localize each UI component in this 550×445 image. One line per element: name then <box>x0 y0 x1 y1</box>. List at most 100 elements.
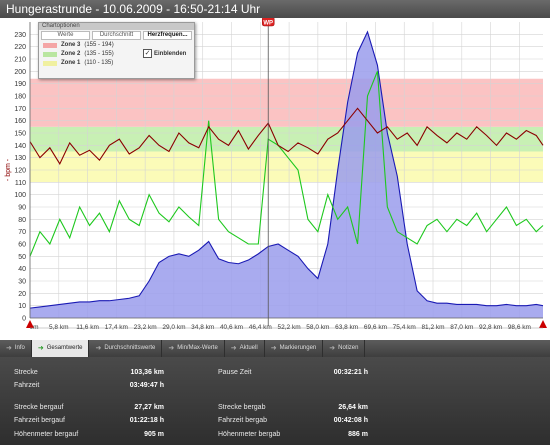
x-tick-label: 23,2 km <box>134 324 157 331</box>
stat-strecke-bergauf-value: 27,27 km <box>134 404 164 411</box>
y-tick-label: 150 <box>14 131 26 138</box>
stat-fahrzeit-label: Fahrzeit <box>14 382 40 389</box>
zone-2-range: (135 - 155) <box>84 51 114 57</box>
stat-pause-label: Pause Zeit <box>218 369 252 376</box>
heart-rate-chart[interactable]: 0 10 20 30 40 50 60 70 80 90 100 110 120 130 140 150 160… <box>0 18 550 340</box>
stat-fahrzeit: Fahrzeit 03:49:47 h <box>14 381 164 391</box>
x-tick-label: 29,0 km <box>162 324 185 331</box>
options-tab-herzfrequenz[interactable]: Herzfrequen... <box>143 31 192 40</box>
einblenden-toggle[interactable]: ✓ Einblenden <box>143 49 186 58</box>
zone-1-entry: Zone 1 (110 - 135) <box>43 59 114 68</box>
stat-strecke-bergauf: Strecke bergauf 27,27 km <box>14 403 164 413</box>
y-tick-label: 170 <box>14 106 26 113</box>
tab-aktuell-label: Aktuell <box>239 345 258 351</box>
y-tick-label: 190 <box>14 81 26 88</box>
arrow-icon: ➜ <box>270 345 277 352</box>
y-tick-label: 200 <box>14 69 26 76</box>
options-tabs: Werte Durchschnitt Herzfrequen... <box>39 30 194 41</box>
options-tab-werte[interactable]: Werte <box>41 31 90 40</box>
y-tick-label: 60 <box>18 242 26 249</box>
y-tick-label: 230 <box>14 32 26 39</box>
x-tick-label: 11,6 km <box>76 324 99 331</box>
zone-3-range: (155 - 194) <box>84 42 114 48</box>
tab-info-label: Info <box>14 345 25 351</box>
y-tick-label: 80 <box>18 217 26 224</box>
zone-3-entry: Zone 3 (155 - 194) <box>43 41 114 50</box>
tab-durchschnittswerte-label: Durchschnittswerte <box>104 345 156 351</box>
stat-strecke-bergab-value: 26,64 km <box>338 404 368 411</box>
waypoint-label: WP <box>263 21 273 27</box>
stat-fahrzeit-bergab: Fahrzeit bergab 00:42:08 h <box>218 416 368 426</box>
zone-band-1 <box>30 151 543 183</box>
y-axis-label: - bpm - <box>5 158 12 181</box>
y-tick-label: 10 <box>18 303 26 310</box>
einblenden-checkbox[interactable]: ✓ <box>143 49 152 58</box>
tab-min-max-werte[interactable]: ➜ Min/Max-Werte <box>162 340 225 357</box>
range-start-handle <box>26 320 34 328</box>
x-tick-label: 34,8 km <box>191 324 214 331</box>
stat-hoehenmeter-bergauf-value: 905 m <box>144 431 164 438</box>
y-tick-label: 0 <box>22 316 26 323</box>
tab-durchschnittswerte[interactable]: ➜ Durchschnittswerte <box>89 340 163 357</box>
zone-1-label: Zone 1 <box>61 60 81 66</box>
x-tick-label: 17,4 km <box>105 324 128 331</box>
y-tick-label: 130 <box>14 155 26 162</box>
zone-1-range: (110 - 135) <box>84 60 114 66</box>
x-tick-label: 69,6 km <box>364 324 387 331</box>
stat-strecke-label: Strecke <box>14 369 38 376</box>
tab-markierungen[interactable]: ➜ Markierungen <box>265 340 324 357</box>
altitude-area <box>30 31 543 318</box>
stats-panel: Strecke 103,36 km Fahrzeit 03:49:47 h Pa… <box>0 357 550 445</box>
waypoint-badge <box>261 18 275 27</box>
stat-hoehenmeter-bergab: Höhenmeter bergab 886 m <box>218 430 368 440</box>
einblenden-label: Einblenden <box>154 50 187 57</box>
stat-strecke-bergauf-label: Strecke bergauf <box>14 404 64 411</box>
chart-options-panel[interactable]: Chartoptionen Werte Durchschnitt Herzfre… <box>38 22 195 79</box>
stat-hoehenmeter-bergauf: Höhenmeter bergauf 905 m <box>14 430 164 440</box>
options-panel-title: Chartoptionen <box>39 23 194 30</box>
stat-strecke: Strecke 103,36 km <box>14 368 164 378</box>
x-tick-label: 58,0 km <box>306 324 329 331</box>
tab-markierungen-label: Markierungen <box>279 345 317 351</box>
stat-strecke-value: 103,36 km <box>130 369 164 376</box>
stat-fahrzeit-bergab-value: 00:42:08 h <box>333 417 368 424</box>
arrow-icon: ➜ <box>95 345 102 352</box>
y-tick-label: 100 <box>14 192 26 199</box>
y-tick-label: 140 <box>14 143 26 150</box>
options-tab-durchschnitt[interactable]: Durchschnitt <box>92 31 141 40</box>
y-tick-label: 90 <box>18 205 26 212</box>
stat-hoehenmeter-bergab-value: 886 m <box>348 431 368 438</box>
x-tick-label: 5,8 km <box>49 324 69 331</box>
y-tick-label: 20 <box>18 291 26 298</box>
y-tick-label: 220 <box>14 44 26 51</box>
tab-aktuell[interactable]: ➜ Aktuell <box>225 340 265 357</box>
stat-fahrzeit-bergauf-label: Fahrzeit bergauf <box>14 417 65 424</box>
y-tick-label: 30 <box>18 279 26 286</box>
stat-fahrzeit-bergauf-value: 01:22:18 h <box>129 417 164 424</box>
speed-line <box>29 71 544 257</box>
zone-2-entry: Zone 2 (135 - 155) <box>43 50 114 59</box>
heart-rate-line <box>29 107 544 165</box>
stat-fahrzeit-bergauf: Fahrzeit bergauf 01:22:18 h <box>14 416 164 426</box>
x-tick-label: 81,2 km <box>421 324 444 331</box>
y-tick-label: 40 <box>18 266 26 273</box>
bottom-tab-bar: ➜ Info ➜ Gesamtwerte ➜ Durchschnittswerte ➜… <box>0 340 550 357</box>
y-tick-label: 180 <box>14 94 26 101</box>
y-tick-label: 110 <box>15 180 26 187</box>
stat-pause-value: 00:32:21 h <box>333 369 368 376</box>
stat-pause: Pause Zeit 00:32:21 h <box>218 368 368 378</box>
zone-1-swatch <box>43 61 57 66</box>
tab-notizen[interactable]: ➜ Notizen <box>323 340 366 357</box>
tab-info[interactable]: ➜ Info <box>0 340 32 357</box>
arrow-icon: ➜ <box>230 345 237 352</box>
stat-fahrzeit-bergab-label: Fahrzeit bergab <box>218 417 268 424</box>
tab-notizen-label: Notizen <box>338 345 359 351</box>
arrow-icon: ➜ <box>37 345 44 352</box>
zone-2-label: Zone 2 <box>61 51 81 57</box>
tab-gesamtwerte[interactable]: ➜ Gesamtwerte <box>31 340 90 357</box>
stat-fahrzeit-value: 03:49:47 h <box>129 382 164 389</box>
zone-3-label: Zone 3 <box>61 42 81 48</box>
zone-band-3 <box>30 78 543 127</box>
tab-min-max-label: Min/Max-Werte <box>177 345 218 351</box>
range-end-handle <box>539 320 547 328</box>
